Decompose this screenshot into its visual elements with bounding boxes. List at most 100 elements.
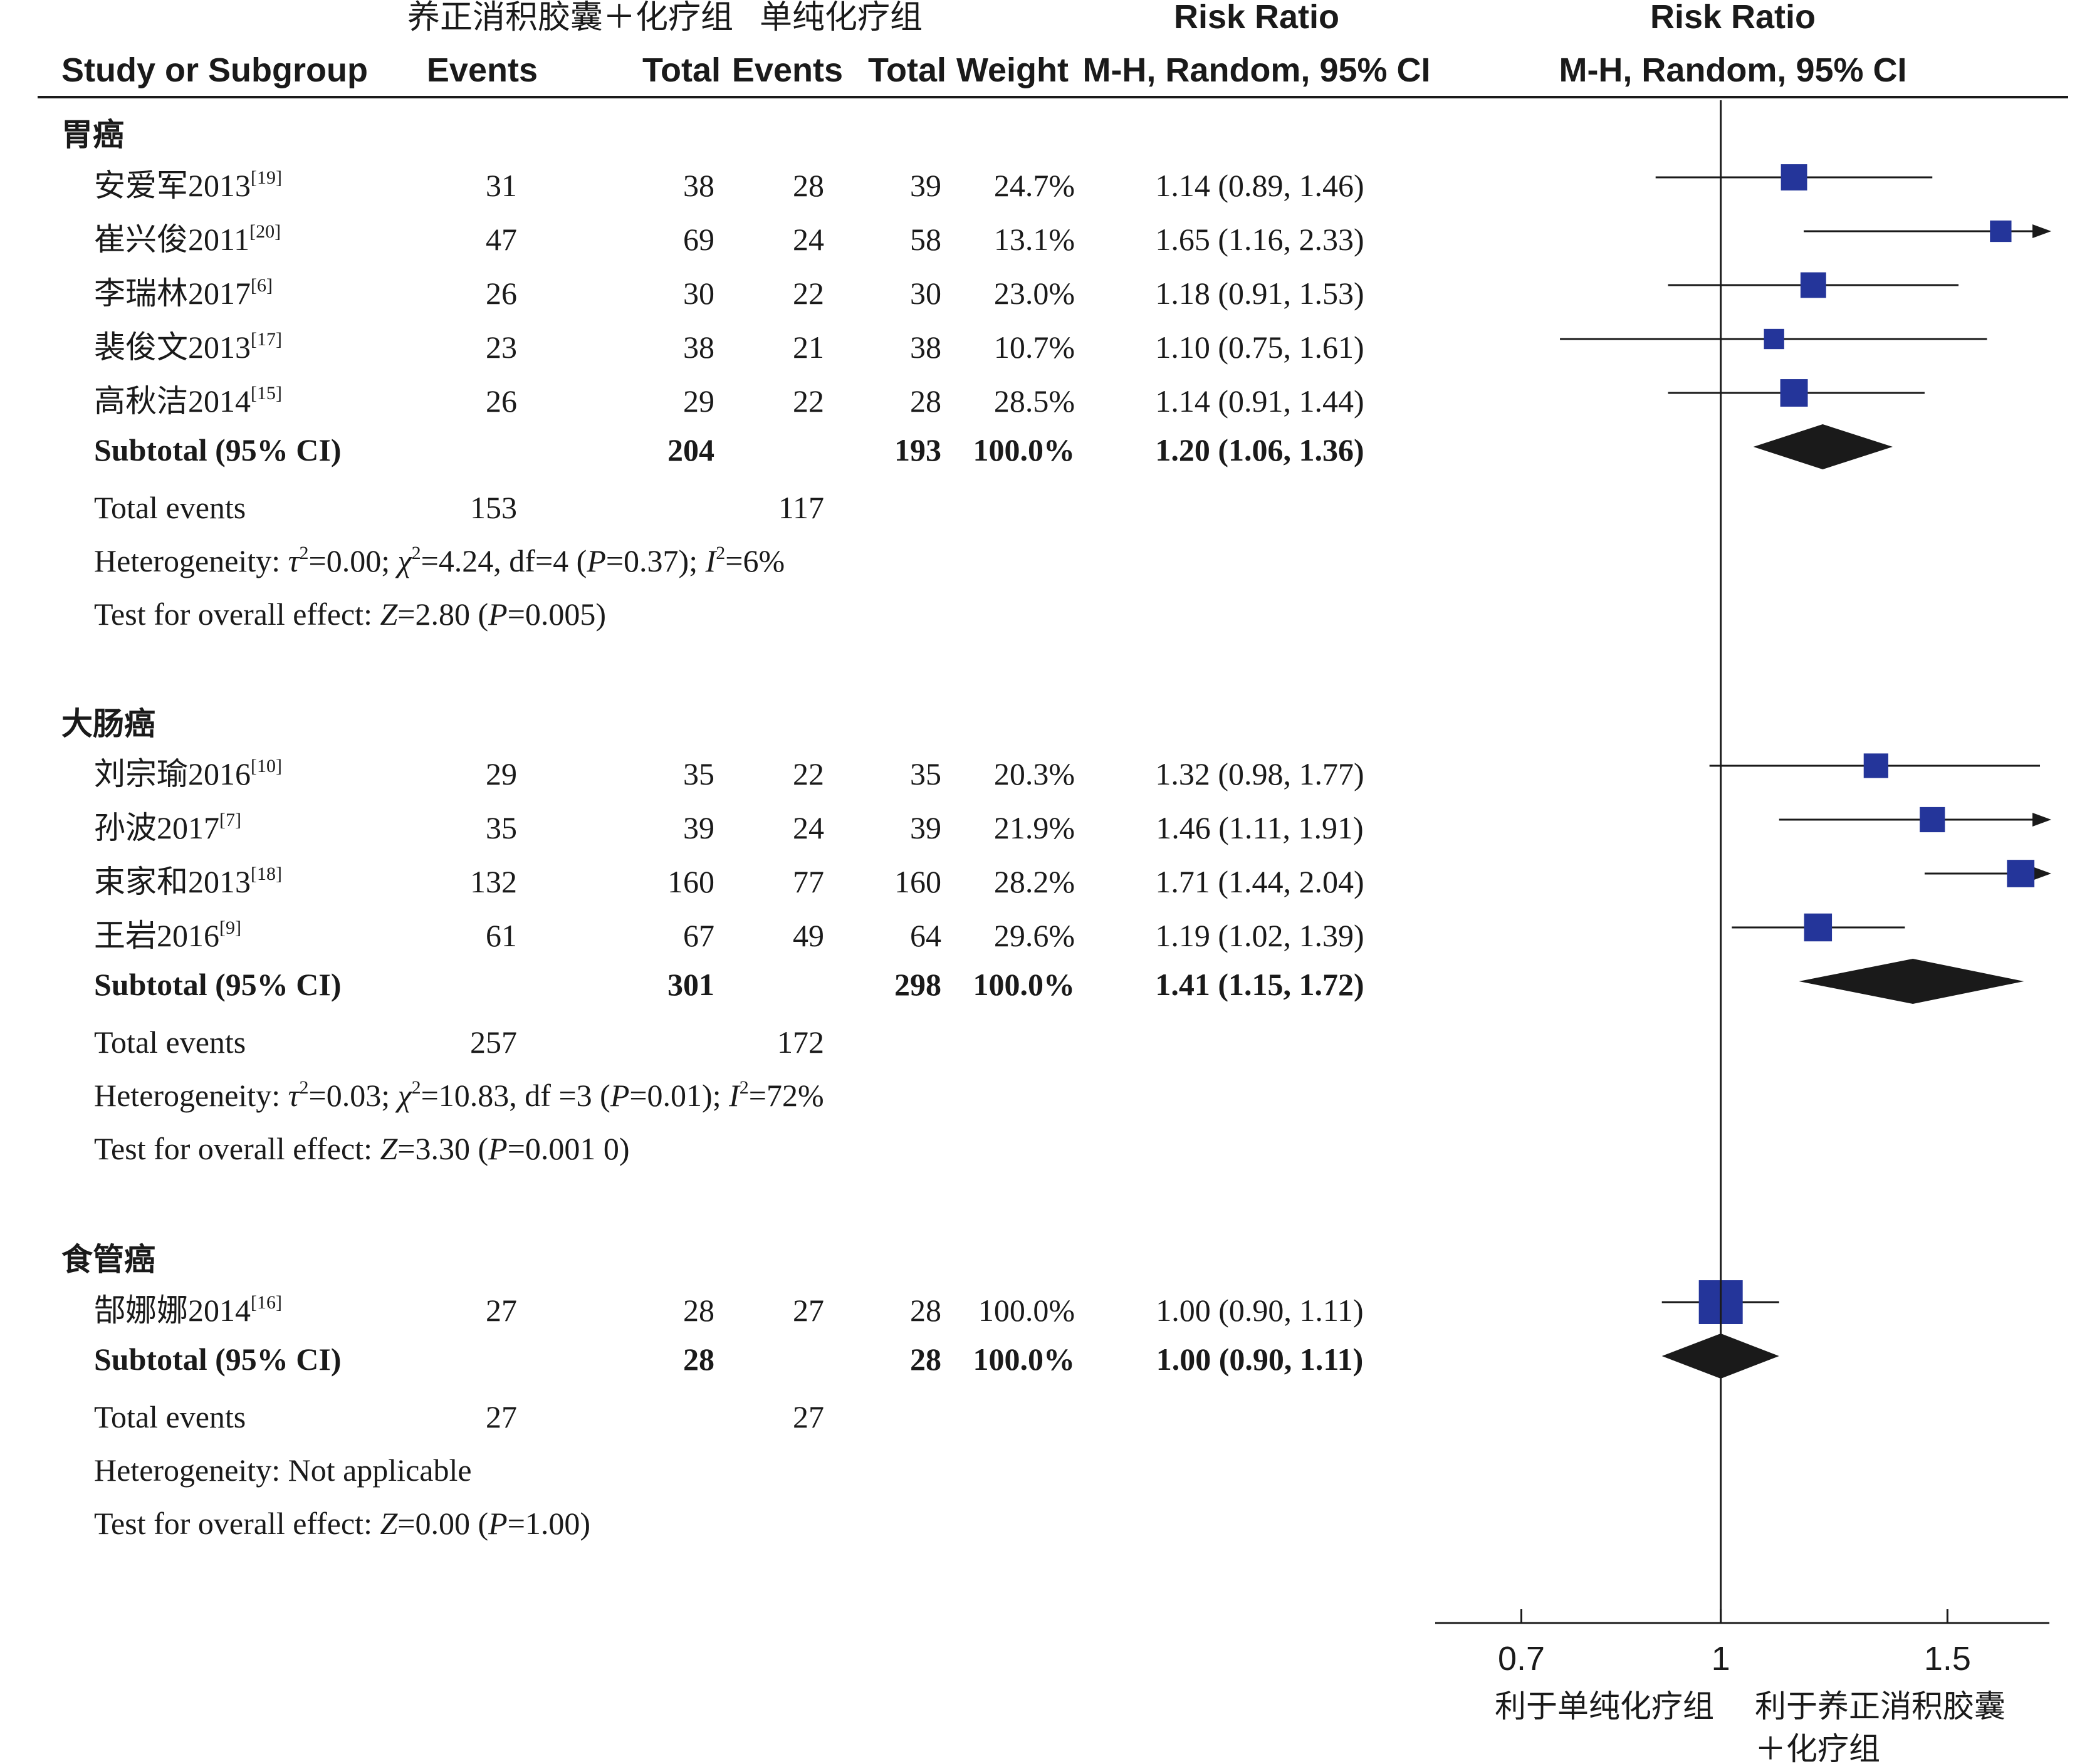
subtotal-label: Subtotal (95% CI) <box>94 432 341 467</box>
total-events-1: 27 <box>486 1399 517 1434</box>
study-ref: [17] <box>251 329 282 350</box>
overall-prefix: Test for overall effect: <box>94 597 380 632</box>
study-label: 束家和2013[18] <box>94 864 282 899</box>
total-events-label: Total events <box>94 490 246 525</box>
total-1: 67 <box>683 918 714 953</box>
chi-sup: 2 <box>412 1077 421 1098</box>
study-name: 王岩2016 <box>94 918 219 953</box>
weight: 28.5% <box>994 384 1075 419</box>
events-2: 77 <box>793 864 824 899</box>
total-1: 35 <box>683 756 714 791</box>
i-symbol: I <box>728 1078 741 1113</box>
study-name: 高秋洁2014 <box>94 384 251 419</box>
subtotal-rr-ci: 1.20 (1.06, 1.36) <box>1155 432 1364 467</box>
study-ref: [18] <box>251 864 282 884</box>
events-1: 31 <box>486 168 517 203</box>
events-1: 35 <box>486 810 517 845</box>
total-2: 58 <box>910 222 941 257</box>
chi-value: =4.24, df=4 ( <box>421 543 587 578</box>
total1-header: Total <box>642 51 721 89</box>
total-2: 38 <box>910 330 941 365</box>
total-events-label: Total events <box>94 1025 246 1060</box>
weight: 29.6% <box>994 918 1075 953</box>
overall-effect-text: Test for overall effect: Z=3.30 (P=0.001… <box>94 1131 630 1166</box>
study-name: 郜娜娜2014 <box>94 1293 251 1328</box>
tau-symbol: τ <box>288 543 301 578</box>
subtotal-total-1: 301 <box>667 967 714 1002</box>
favor-right-label: 利于养正消积胶囊 <box>1755 1688 2005 1725</box>
z-symbol: Z <box>380 1131 398 1166</box>
subgroup-title: 大肠癌 <box>61 706 155 742</box>
total-2: 39 <box>910 168 941 203</box>
subtotal-total-1: 28 <box>683 1342 714 1377</box>
total-events-1: 153 <box>470 490 517 525</box>
group1-header: 养正消积胶囊＋化疗组 <box>407 0 733 36</box>
favor-left-label: 利于单纯化疗组 <box>1495 1688 1714 1725</box>
events-2: 28 <box>793 168 824 203</box>
rr-method-right: M-H, Random, 95% CI <box>1559 51 1906 89</box>
rr-title-left: Risk Ratio <box>1174 0 1339 36</box>
x-tick-label: 1 <box>1712 1640 1730 1678</box>
study-ref: [7] <box>219 810 241 830</box>
study-label: 刘宗瑜2016[10] <box>94 756 282 791</box>
total-1: 38 <box>683 330 714 365</box>
column-headers: 养正消积胶囊＋化疗组 单纯化疗组 Risk Ratio Risk Ratio S… <box>61 0 1907 89</box>
i-symbol: I <box>705 543 718 578</box>
ci-arrow <box>2032 813 2051 827</box>
subtotal-total-1: 204 <box>667 432 714 467</box>
subgroup-title: 胃癌 <box>61 117 124 153</box>
weight: 28.2% <box>994 864 1075 899</box>
group2-header: 单纯化疗组 <box>760 0 923 36</box>
z-value: =3.30 ( <box>397 1131 488 1166</box>
x-tick-label: 0.7 <box>1498 1640 1545 1678</box>
effect-square <box>1781 164 1807 190</box>
events-2: 49 <box>793 918 824 953</box>
p-symbol: P <box>488 1131 508 1166</box>
events-1: 26 <box>486 276 517 311</box>
total-2: 39 <box>910 810 941 845</box>
favor-right-label-2: ＋化疗组 <box>1755 1731 1880 1764</box>
events-1: 23 <box>486 330 517 365</box>
p-value: =1.00) <box>508 1506 590 1541</box>
chi-value: =10.83, df =3 ( <box>421 1078 610 1113</box>
study-name: 刘宗瑜2016 <box>94 756 251 791</box>
study-label: 安爱军2013[19] <box>94 167 282 203</box>
z-symbol: Z <box>380 597 398 632</box>
subtotal-total-2: 193 <box>894 432 941 467</box>
weight: 23.0% <box>994 276 1075 311</box>
overall-prefix: Test for overall effect: <box>94 1131 380 1166</box>
heterogeneity-text: Heterogeneity: Not applicable <box>94 1453 472 1488</box>
plot-area: 0.7 1 1.5 利于单纯化疗组 利于养正消积胶囊 ＋化疗组 <box>1435 100 2051 1764</box>
study-name: 裴俊文2013 <box>94 330 251 365</box>
total-events-1: 257 <box>470 1025 517 1060</box>
subtotal-total-2: 28 <box>910 1342 941 1377</box>
total-1: 39 <box>683 810 714 845</box>
study-ref: [9] <box>219 917 241 938</box>
heterogeneity-text: Heterogeneity: τ2=0.03; χ2=10.83, df =3 … <box>94 1077 824 1113</box>
heterogeneity-prefix: Heterogeneity: <box>94 1078 288 1113</box>
risk-ratio-ci: 1.14 (0.89, 1.46) <box>1155 168 1364 203</box>
rr-method-left: M-H, Random, 95% CI <box>1082 51 1430 89</box>
total-2: 35 <box>910 756 941 791</box>
p-value: =0.01); <box>629 1078 729 1113</box>
risk-ratio-ci: 1.46 (1.11, 1.91) <box>1156 810 1363 845</box>
study-label: 高秋洁2014[15] <box>94 383 282 419</box>
z-value: =0.00 ( <box>397 1506 488 1541</box>
risk-ratio-ci: 1.71 (1.44, 2.04) <box>1155 864 1364 899</box>
p-symbol: P <box>610 1078 630 1113</box>
study-label: 郜娜娜2014[16] <box>94 1292 282 1328</box>
study-col-header: Study or Subgroup <box>61 51 368 89</box>
weight: 21.9% <box>994 810 1075 845</box>
weight: 20.3% <box>994 756 1075 791</box>
study-ref: [19] <box>251 167 282 188</box>
events1-header: Events <box>427 51 538 89</box>
heterogeneity-prefix: Heterogeneity: <box>94 543 288 578</box>
risk-ratio-ci: 1.14 (0.91, 1.44) <box>1155 384 1364 419</box>
tau-value: =0.03; <box>309 1078 398 1113</box>
heterogeneity-text: Heterogeneity: τ2=0.00; χ2=4.24, df=4 (P… <box>94 543 785 578</box>
events-1: 132 <box>470 864 517 899</box>
overall-effect-text: Test for overall effect: Z=2.80 (P=0.005… <box>94 597 606 632</box>
subtotal-rr-ci: 1.00 (0.90, 1.11) <box>1156 1342 1364 1377</box>
study-ref: [6] <box>251 275 273 296</box>
study-ref: [20] <box>249 221 281 242</box>
